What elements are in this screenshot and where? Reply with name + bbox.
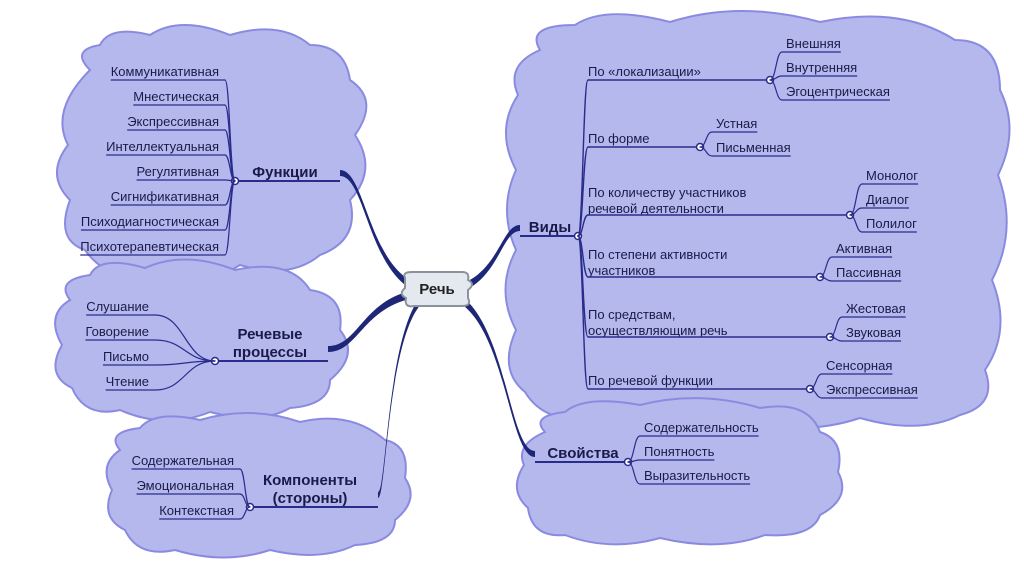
leaf-kinds: Внутренняя	[786, 60, 857, 75]
leaf-functions: Регулятивная	[137, 164, 219, 179]
sub-kinds: По речевой функции	[588, 373, 713, 388]
leaf-components: Контекстная	[159, 503, 234, 518]
sub-kinds: участников	[588, 263, 655, 278]
leaf-kinds: Полилог	[866, 216, 917, 231]
leaf-functions: Мнестическая	[133, 89, 219, 104]
branch-processes: Речевые	[237, 326, 302, 343]
leaf-kinds: Жестовая	[846, 301, 906, 316]
leaf-properties: Выразительность	[644, 468, 750, 483]
leaf-components: Эмоциональная	[136, 478, 234, 493]
leaf-kinds: Активная	[836, 241, 892, 256]
leaf-kinds: Звуковая	[846, 325, 901, 340]
sub-kinds: речевой деятельности	[588, 201, 724, 216]
leaf-processes: Слушание	[86, 299, 149, 314]
leaf-kinds: Сенсорная	[826, 358, 892, 373]
sub-kinds: По форме	[588, 131, 650, 146]
leaf-functions: Психодиагностическая	[81, 214, 219, 229]
leaf-components: Содержательная	[132, 453, 234, 468]
center-node: Речь	[402, 272, 472, 306]
sub-kinds: По количеству участников	[588, 185, 746, 200]
leaf-kinds: Пассивная	[836, 265, 901, 280]
sub-kinds: По «локализации»	[588, 64, 701, 79]
leaf-properties: Содержательность	[644, 420, 759, 435]
leaf-kinds: Монолог	[866, 168, 918, 183]
leaf-kinds: Устная	[716, 116, 757, 131]
sub-kinds: По степени активности	[588, 247, 727, 262]
leaf-functions: Сигнификативная	[111, 189, 219, 204]
leaf-processes: Чтение	[106, 374, 149, 389]
leaf-functions: Экспрессивная	[127, 114, 219, 129]
leaf-kinds: Эгоцентрическая	[786, 84, 890, 99]
leaf-processes: Письмо	[103, 349, 149, 364]
branch-properties: Свойства	[547, 445, 619, 462]
mindmap-canvas: Функции Коммуникативная Мнестическая Экспре…	[0, 0, 1024, 576]
leaf-functions: Интеллектуальная	[106, 139, 219, 154]
branch-components: Компоненты	[263, 472, 357, 489]
leaf-functions: Коммуникативная	[111, 64, 219, 79]
branch-kinds: Виды	[529, 219, 571, 236]
leaf-functions: Психотерапевтическая	[80, 239, 219, 254]
branch-functions: Функции	[252, 164, 317, 181]
leaf-kinds: Письменная	[716, 140, 791, 155]
leaf-processes: Говорение	[85, 324, 149, 339]
branch-components: (стороны)	[273, 490, 348, 507]
sub-kinds: По средствам,	[588, 307, 675, 322]
leaf-properties: Понятность	[644, 444, 715, 459]
sub-kinds: осуществляющим речь	[588, 323, 728, 338]
leaf-kinds: Диалог	[866, 192, 909, 207]
branch-processes: процессы	[233, 344, 307, 361]
leaf-kinds: Экспрессивная	[826, 382, 918, 397]
center-label: Речь	[419, 281, 455, 298]
leaf-kinds: Внешняя	[786, 36, 841, 51]
